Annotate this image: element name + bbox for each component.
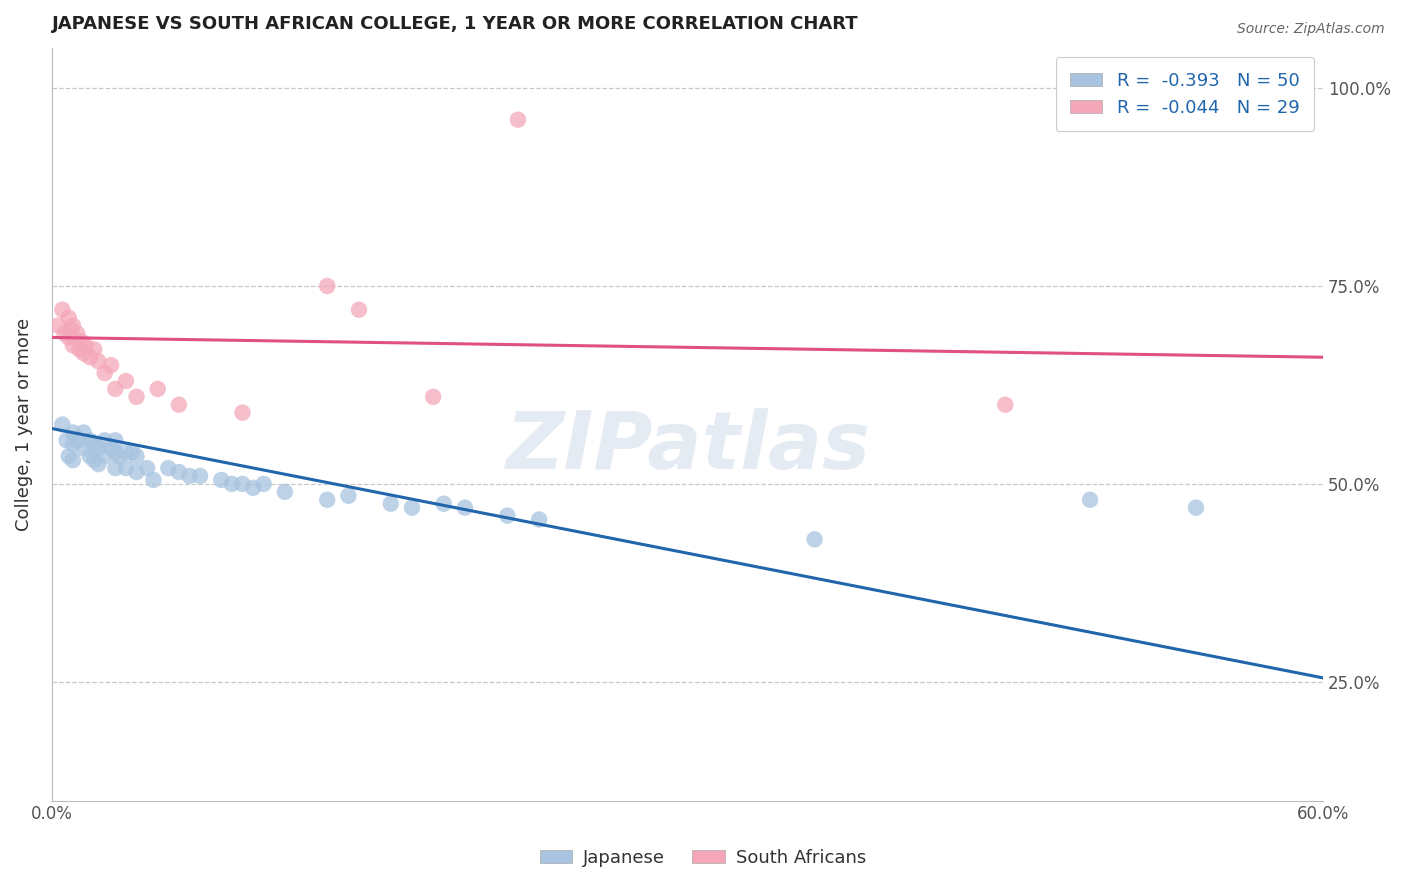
Point	[66, 434, 89, 448]
Point	[209, 473, 232, 487]
Point	[803, 533, 825, 547]
Point	[221, 477, 243, 491]
Point	[115, 374, 138, 388]
Point	[337, 489, 360, 503]
Point	[51, 302, 73, 317]
Point	[316, 492, 339, 507]
Point	[62, 453, 84, 467]
Point	[72, 425, 94, 440]
Point	[121, 445, 143, 459]
Point	[55, 434, 77, 448]
Point	[62, 338, 84, 352]
Point	[274, 484, 297, 499]
Point	[496, 508, 519, 523]
Point	[108, 449, 131, 463]
Point	[125, 390, 148, 404]
Point	[93, 366, 115, 380]
Point	[104, 445, 127, 459]
Point	[87, 442, 110, 456]
Point	[93, 449, 115, 463]
Point	[53, 326, 76, 341]
Point	[115, 445, 138, 459]
Point	[167, 398, 190, 412]
Point	[253, 477, 276, 491]
Point	[104, 461, 127, 475]
Legend: R =  -0.393   N = 50, R =  -0.044   N = 29: R = -0.393 N = 50, R = -0.044 N = 29	[1056, 57, 1315, 131]
Point	[87, 457, 110, 471]
Point	[242, 481, 264, 495]
Point	[231, 406, 253, 420]
Point	[62, 425, 84, 440]
Point	[146, 382, 169, 396]
Point	[125, 465, 148, 479]
Text: ZIPatlas: ZIPatlas	[505, 409, 870, 486]
Point	[994, 398, 1017, 412]
Point	[83, 437, 105, 451]
Point	[67, 343, 90, 357]
Point	[79, 449, 101, 463]
Point	[62, 437, 84, 451]
Point	[401, 500, 423, 515]
Point	[506, 112, 529, 127]
Point	[142, 473, 165, 487]
Point	[167, 465, 190, 479]
Point	[454, 500, 477, 515]
Point	[136, 461, 159, 475]
Point	[179, 469, 201, 483]
Point	[115, 461, 138, 475]
Point	[79, 434, 101, 448]
Point	[347, 302, 370, 317]
Point	[422, 390, 444, 404]
Point	[58, 310, 80, 325]
Point	[58, 330, 80, 344]
Point	[104, 382, 127, 396]
Point	[100, 442, 122, 456]
Point	[46, 318, 69, 333]
Point	[62, 318, 84, 333]
Point	[100, 358, 122, 372]
Point	[1185, 500, 1208, 515]
Point	[380, 497, 402, 511]
Point	[93, 434, 115, 448]
Text: JAPANESE VS SOUTH AFRICAN COLLEGE, 1 YEAR OR MORE CORRELATION CHART: JAPANESE VS SOUTH AFRICAN COLLEGE, 1 YEA…	[52, 15, 859, 33]
Point	[70, 334, 93, 349]
Point	[75, 338, 97, 352]
Y-axis label: College, 1 year or more: College, 1 year or more	[15, 318, 32, 531]
Point	[51, 417, 73, 432]
Point	[72, 346, 94, 360]
Point	[59, 322, 82, 336]
Point	[83, 343, 105, 357]
Point	[188, 469, 211, 483]
Point	[316, 279, 339, 293]
Point	[83, 453, 105, 467]
Point	[157, 461, 180, 475]
Point	[58, 449, 80, 463]
Text: Source: ZipAtlas.com: Source: ZipAtlas.com	[1237, 22, 1385, 37]
Point	[87, 354, 110, 368]
Point	[231, 477, 253, 491]
Point	[433, 497, 456, 511]
Point	[72, 442, 94, 456]
Point	[527, 512, 550, 526]
Point	[66, 326, 89, 341]
Point	[104, 434, 127, 448]
Point	[79, 350, 101, 364]
Point	[1078, 492, 1101, 507]
Legend: Japanese, South Africans: Japanese, South Africans	[533, 842, 873, 874]
Point	[125, 449, 148, 463]
